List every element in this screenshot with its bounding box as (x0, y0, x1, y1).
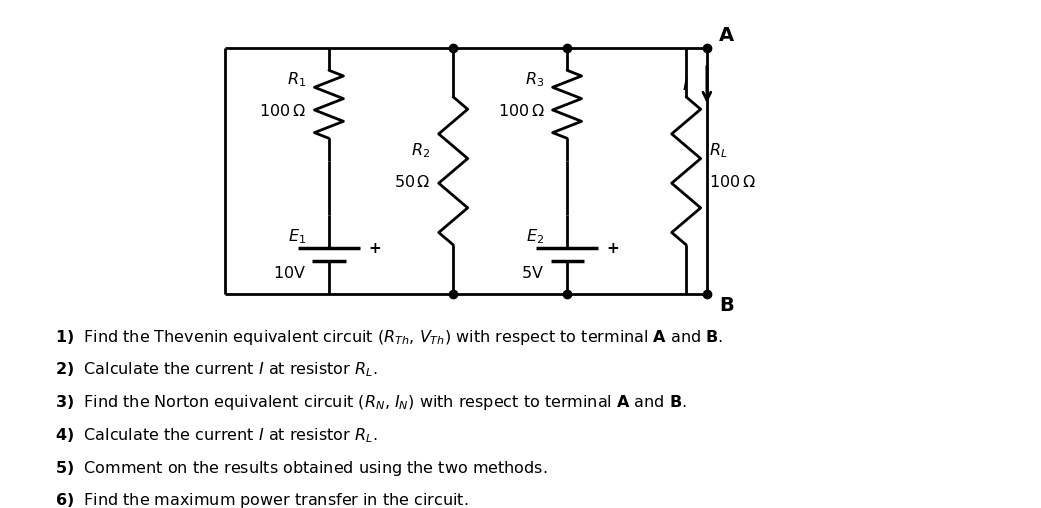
Text: $\mathbf{3)}$  Find the Norton equivalent circuit ($\boldsymbol{R_N}$, $\boldsym: $\mathbf{3)}$ Find the Norton equivalent… (54, 393, 686, 412)
Text: $\mathbf{2)}$  Calculate the current $I$ at resistor $R_L$.: $\mathbf{2)}$ Calculate the current $I$ … (54, 361, 377, 379)
Text: $\mathbf{6)}$  Find the maximum power transfer in the circuit.: $\mathbf{6)}$ Find the maximum power tra… (54, 491, 467, 508)
Text: $R_L$: $R_L$ (709, 141, 728, 160)
Text: A: A (719, 26, 735, 45)
Text: $E_2$: $E_2$ (527, 228, 544, 246)
Text: +: + (369, 241, 381, 256)
Text: $100\,\Omega$: $100\,\Omega$ (259, 103, 306, 119)
Text: $100\,\Omega$: $100\,\Omega$ (709, 174, 756, 190)
Text: $R_3$: $R_3$ (525, 70, 544, 89)
Text: B: B (719, 296, 734, 315)
Text: $I$: $I$ (682, 76, 688, 93)
Text: $5\mathrm{V}$: $5\mathrm{V}$ (522, 265, 544, 280)
Text: $R_2$: $R_2$ (411, 141, 430, 160)
Text: $\mathbf{1)}$  Find the Thevenin equivalent circuit ($\boldsymbol{R_{Th}}$, $\bo: $\mathbf{1)}$ Find the Thevenin equivale… (54, 328, 722, 347)
Text: +: + (607, 241, 619, 256)
Text: $50\,\Omega$: $50\,\Omega$ (393, 174, 430, 190)
Text: $E_1$: $E_1$ (288, 228, 306, 246)
Text: $100\,\Omega$: $100\,\Omega$ (498, 103, 544, 119)
Text: $10\mathrm{V}$: $10\mathrm{V}$ (273, 265, 306, 280)
Text: $\mathbf{4)}$  Calculate the current $I$ at resistor $R_L$.: $\mathbf{4)}$ Calculate the current $I$ … (54, 426, 377, 444)
Text: $R_1$: $R_1$ (287, 70, 306, 89)
Text: $\mathbf{5)}$  Comment on the results obtained using the two methods.: $\mathbf{5)}$ Comment on the results obt… (54, 459, 548, 478)
